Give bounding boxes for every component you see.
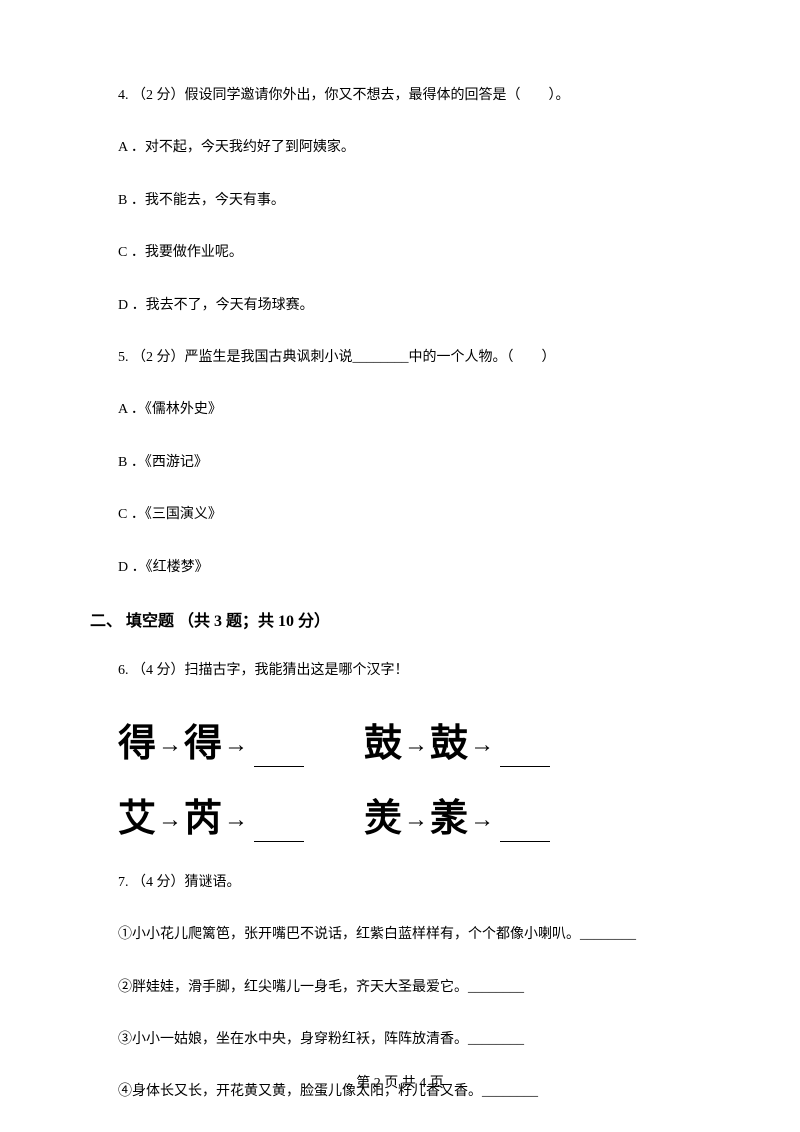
question-5-option-a: A ．《儒林外史》 xyxy=(90,399,710,421)
question-4-option-b: B ．我不能去，今天有事。 xyxy=(90,190,710,212)
glyph-3-1: 艾 xyxy=(118,787,156,842)
answer-blank xyxy=(500,747,550,767)
riddle-3: ③小小一姑娘，坐在水中央，身穿粉红袄，阵阵放清香。________ xyxy=(90,1029,710,1051)
arrow-icon: → xyxy=(404,807,428,834)
glyph-3-2: 芮 xyxy=(184,787,222,842)
glyph-group-4: 羙 → 羕 → xyxy=(364,787,550,842)
glyph-container: 得 → 得 → 鼓 → 鼓 → 艾 → 芮 → 羙 xyxy=(90,712,710,842)
arrow-icon: → xyxy=(224,732,248,759)
question-7-text: 7. （4 分）猜谜语。 xyxy=(90,872,710,894)
glyph-1-2: 得 xyxy=(184,712,222,767)
arrow-icon: → xyxy=(470,732,494,759)
question-4-text: 4. （2 分）假设同学邀请你外出，你又不想去，最得体的回答是（ ）。 xyxy=(90,85,710,107)
question-5-option-d: D ．《红楼梦》 xyxy=(90,557,710,579)
arrow-icon: → xyxy=(158,732,182,759)
glyph-group-1: 得 → 得 → xyxy=(118,712,304,767)
glyph-2-2: 鼓 xyxy=(430,712,468,767)
glyph-4-2: 羕 xyxy=(430,787,468,842)
glyph-group-2: 鼓 → 鼓 → xyxy=(364,712,550,767)
glyph-2-1: 鼓 xyxy=(364,712,402,767)
answer-blank xyxy=(500,822,550,842)
answer-blank xyxy=(254,822,304,842)
arrow-icon: → xyxy=(404,732,428,759)
glyph-row-1: 得 → 得 → 鼓 → 鼓 → xyxy=(118,712,710,767)
question-4-option-c: C ．我要做作业呢。 xyxy=(90,242,710,264)
glyph-group-3: 艾 → 芮 → xyxy=(118,787,304,842)
question-4-option-d: D ．我去不了，今天有场球赛。 xyxy=(90,295,710,317)
glyph-row-2: 艾 → 芮 → 羙 → 羕 → xyxy=(118,787,710,842)
section-2-header: 二、 填空题 （共 3 题；共 10 分） xyxy=(90,609,710,635)
riddle-1: ①小小花儿爬篱笆，张开嘴巴不说话，红紫白蓝样样有，个个都像小喇叭。_______… xyxy=(90,924,710,946)
arrow-icon: → xyxy=(470,807,494,834)
arrow-icon: → xyxy=(158,807,182,834)
question-5-option-c: C ．《三国演义》 xyxy=(90,504,710,526)
question-5-text: 5. （2 分）严监生是我国古典讽刺小说________中的一个人物。（ ） xyxy=(90,347,710,369)
answer-blank xyxy=(254,747,304,767)
question-5-option-b: B ．《西游记》 xyxy=(90,452,710,474)
riddle-2: ②胖娃娃，滑手脚，红尖嘴儿一身毛，齐天大圣最爱它。________ xyxy=(90,977,710,999)
arrow-icon: → xyxy=(224,807,248,834)
question-4-option-a: A ．对不起，今天我约好了到阿姨家。 xyxy=(90,137,710,159)
glyph-4-1: 羙 xyxy=(364,787,402,842)
glyph-1-1: 得 xyxy=(118,712,156,767)
document-content: 4. （2 分）假设同学邀请你外出，你又不想去，最得体的回答是（ ）。 A ．对… xyxy=(0,0,800,1104)
question-6-text: 6. （4 分）扫描古字，我能猜出这是哪个汉字！ xyxy=(90,660,710,682)
page-footer: 第 2 页 共 4 页 xyxy=(0,1072,800,1092)
